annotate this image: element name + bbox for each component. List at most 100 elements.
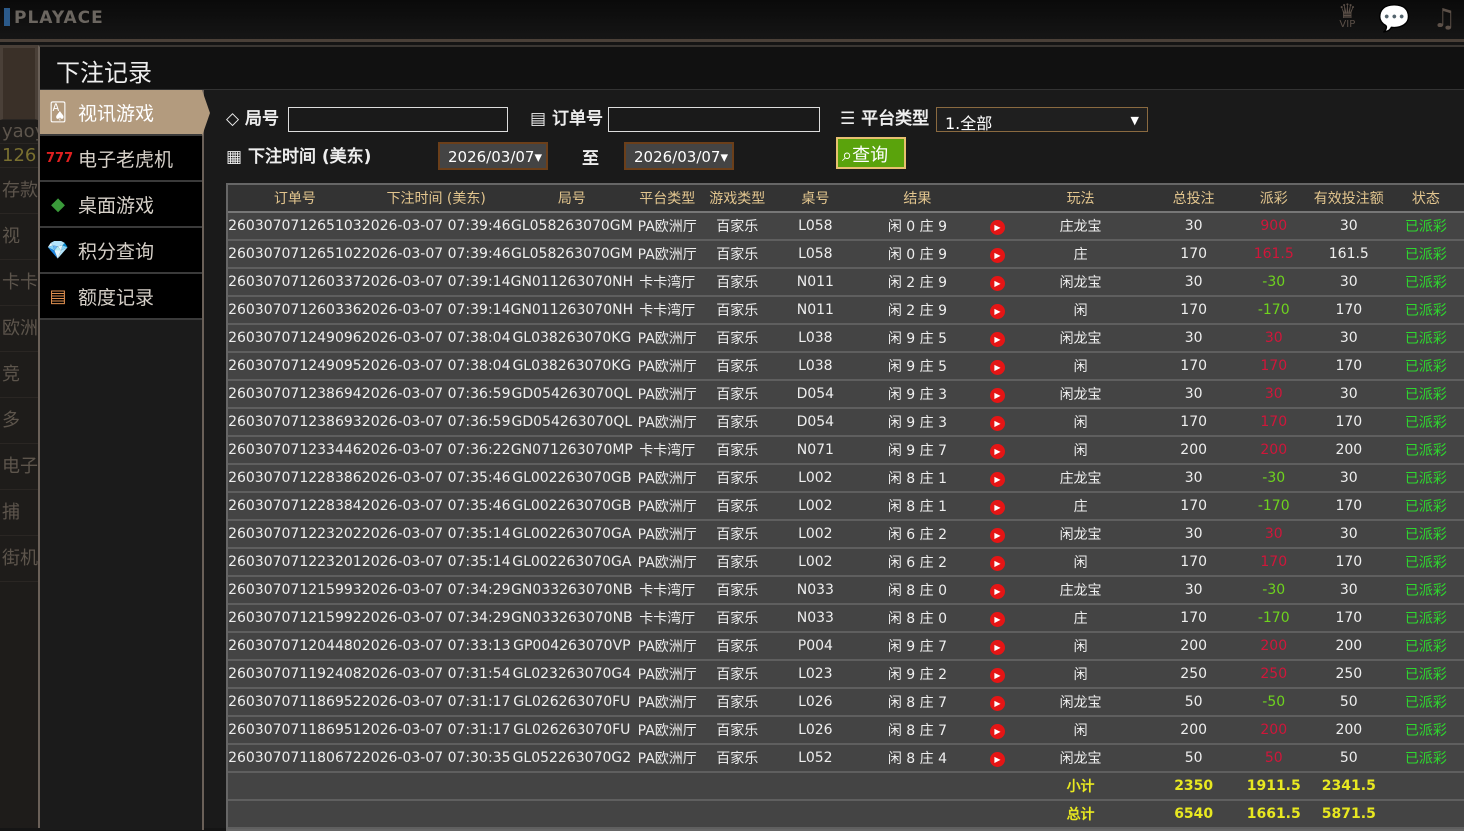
table-cell: 161.5 (1303, 240, 1394, 269)
play-replay-icon[interactable]: ▶ (977, 268, 1018, 297)
table-cell: 260307071265103 (228, 212, 362, 241)
play-replay-icon[interactable]: ▶ (977, 576, 1018, 605)
date-to-picker[interactable]: 2026/03/07▾ (624, 142, 734, 170)
table-cell: 庄 (1017, 240, 1144, 269)
table-row: 260307071260336 2026-03-07 07:39:14 GN0112… (228, 296, 1464, 325)
table-row: 260307071215992 2026-03-07 07:34:29 GN0332… (228, 604, 1464, 633)
play-replay-icon[interactable]: ▶ (977, 408, 1018, 437)
table-cell: 260307071180672 (228, 744, 362, 773)
nav-item-slots[interactable]: 777 电子老虎机 (40, 136, 202, 182)
table-cell: 260307071223202 (228, 520, 362, 549)
table-cell: PA欧洲厅 (633, 240, 702, 269)
date-from-picker[interactable]: 2026/03/07▾ (438, 142, 548, 170)
column-header: 派彩 (1243, 185, 1304, 213)
table-cell: PA欧洲厅 (633, 548, 702, 577)
table-cell: 2026-03-07 07:35:46 (361, 492, 511, 521)
table-cell: PA欧洲厅 (633, 324, 702, 353)
query-button[interactable]: ⌕查询 (836, 137, 906, 169)
table-cell: 闲 8 庄 0 (857, 604, 978, 633)
play-replay-icon[interactable]: ▶ (977, 352, 1018, 381)
play-replay-icon[interactable]: ▶ (977, 632, 1018, 661)
nav-item-credit-records[interactable]: ▤ 额度记录 (40, 274, 202, 320)
vip-icon[interactable]: ♛ VIP (1338, 0, 1357, 30)
nav-item-live-games[interactable]: 🂡 视讯游戏 (40, 90, 210, 136)
table-cell: 2026-03-07 07:34:29 (361, 576, 511, 605)
table-cell: 50 (1243, 744, 1304, 773)
play-replay-icon[interactable]: ▶ (977, 744, 1018, 773)
table-cell: 百家乐 (701, 688, 774, 717)
bg-item: 卡卡 (0, 260, 38, 306)
table-cell: 50 (1143, 744, 1244, 773)
table-cell: D054 (773, 408, 858, 437)
table-cell: PA欧洲厅 (633, 464, 702, 493)
play-replay-icon[interactable]: ▶ (977, 324, 1018, 353)
table-cell: 闲龙宝 (1017, 520, 1144, 549)
table-cell: 170 (1143, 492, 1244, 521)
subtotal-valid-bet: 2341.5 (1303, 772, 1394, 801)
table-cell: 已派彩 (1393, 240, 1458, 269)
chat-icon[interactable]: 💬 (1378, 4, 1411, 34)
play-replay-icon[interactable]: ▶ (977, 296, 1018, 325)
table-cell: 闲 6 庄 2 (857, 520, 978, 549)
table-cell: 260307071228386 (228, 464, 362, 493)
table-cell: 百家乐 (701, 520, 774, 549)
table-cell: PA欧洲厅 (633, 716, 702, 745)
balance: 126. (0, 145, 38, 168)
table-cell: GN033263070NB (510, 576, 634, 605)
table-cell: 170 (1303, 492, 1394, 521)
table-cell: 30 (1143, 380, 1244, 409)
table-cell: GD054263070QL (510, 408, 634, 437)
play-replay-icon[interactable]: ▶ (977, 520, 1018, 549)
play-replay-icon[interactable]: ▶ (977, 464, 1018, 493)
nav-item-points[interactable]: 💎 积分查询 (40, 228, 202, 274)
table-cell: 170 (1243, 548, 1304, 577)
bg-item: 街机 (0, 536, 38, 582)
play-replay-icon[interactable]: ▶ (977, 660, 1018, 689)
table-cell: L058 (773, 212, 858, 241)
background-sidebar: yaoy 126. 存款 视 卡卡 欧洲 竞 多 电子 捕 街机 (0, 45, 38, 828)
table-row: 260307071180672 2026-03-07 07:30:35 GL0522… (228, 744, 1464, 773)
play-replay-icon[interactable]: ▶ (977, 436, 1018, 465)
table-cell: 200 (1303, 436, 1394, 465)
table-cell: P004 (773, 632, 858, 661)
table-cell: PA欧洲厅 (633, 688, 702, 717)
round-input[interactable] (288, 107, 508, 132)
play-replay-icon[interactable]: ▶ (977, 716, 1018, 745)
table-cell: 200 (1303, 716, 1394, 745)
table-cell: 闲 9 庄 3 (857, 408, 978, 437)
table-cell: 百家乐 (701, 212, 774, 241)
table-cell: 260307071249095 (228, 352, 362, 381)
table-cell: 170 (1143, 240, 1244, 269)
table-cell: PA欧洲厅 (633, 212, 702, 241)
subtotal-total-bet: 2350 (1143, 772, 1244, 801)
table-row: 260307071265103 2026-03-07 07:39:46 GL0582… (228, 212, 1464, 241)
music-icon[interactable]: ♫ (1432, 4, 1456, 34)
table-cell: GL002263070GA (510, 548, 634, 577)
play-replay-icon[interactable]: ▶ (977, 604, 1018, 633)
tag-icon: ◇ (226, 109, 240, 129)
table-cell: 260307071238694 (228, 380, 362, 409)
table-cell: 260307071249096 (228, 324, 362, 353)
table-cell: 百家乐 (701, 324, 774, 353)
clipboard-icon: ▤ (530, 109, 547, 129)
to-label: 至 (582, 149, 599, 169)
order-label: ▤ 订单号 (530, 109, 603, 129)
nav-sidebar: 🂡 视讯游戏 777 电子老虎机 ◆ 桌面游戏 💎 积分查询 ▤ 额度记录 (40, 90, 210, 830)
play-replay-icon[interactable]: ▶ (977, 492, 1018, 521)
play-replay-icon[interactable]: ▶ (977, 240, 1018, 269)
play-replay-icon[interactable]: ▶ (977, 548, 1018, 577)
table-cell: -170 (1243, 492, 1304, 521)
play-replay-icon[interactable]: ▶ (977, 380, 1018, 409)
table-cell: 闲 6 庄 2 (857, 548, 978, 577)
order-input[interactable] (608, 107, 820, 132)
table-cell: GL052263070G2 (510, 744, 634, 773)
table-row: 260307071238694 2026-03-07 07:36:59 GD0542… (228, 380, 1464, 409)
table-cell: GP004263070VP (510, 632, 634, 661)
nav-item-table-games[interactable]: ◆ 桌面游戏 (40, 182, 202, 228)
table-cell: 2026-03-07 07:39:46 (361, 212, 511, 241)
play-replay-icon[interactable]: ▶ (977, 688, 1018, 717)
table-cell: 170 (1303, 548, 1394, 577)
platform-select[interactable]: 1.全部 ▼ (936, 107, 1148, 133)
play-replay-icon[interactable]: ▶ (977, 212, 1018, 241)
table-cell: 闲 8 庄 1 (857, 492, 978, 521)
